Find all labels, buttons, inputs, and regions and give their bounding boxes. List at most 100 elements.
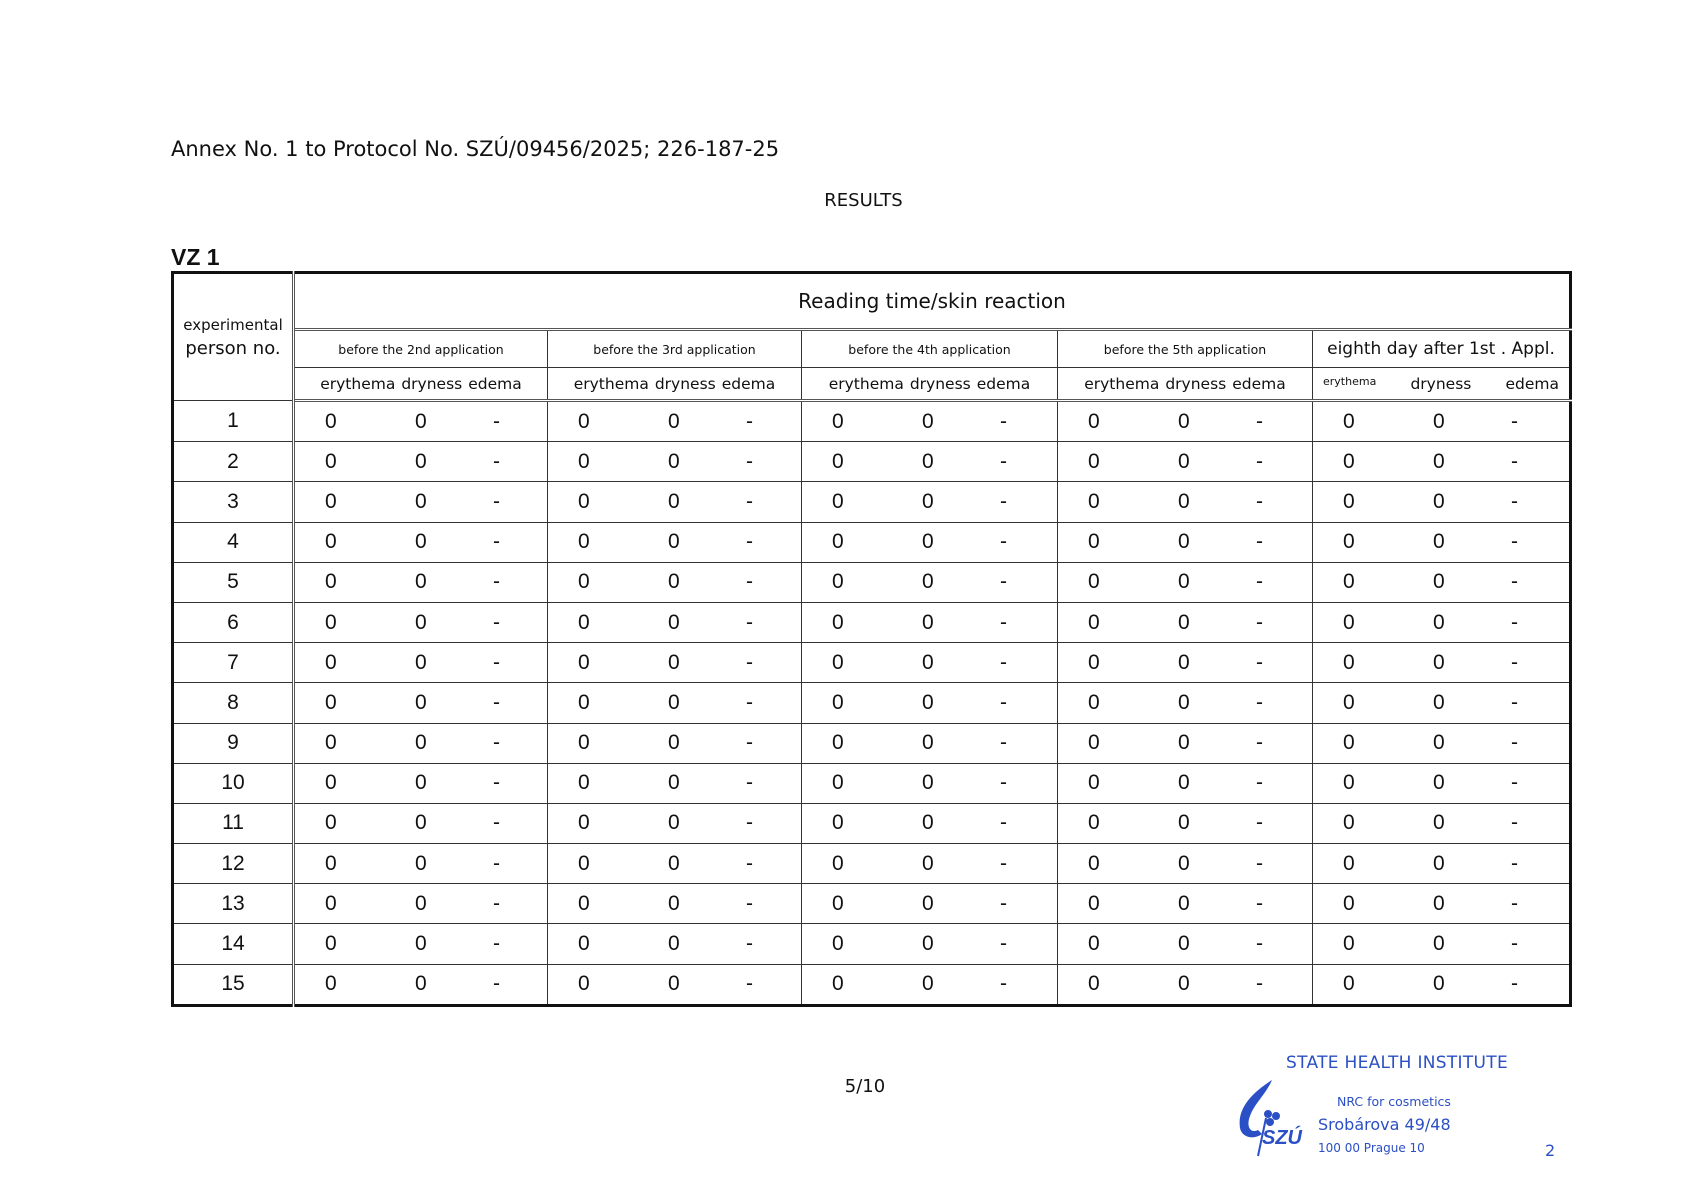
dryness-value: 0 [415, 570, 427, 594]
reading-cell: 0 0 - [547, 399, 802, 443]
edema-value: - [746, 489, 753, 513]
table-row: 6 0 0 - 0 0 - 0 0 - 0 0 - 0 0 - [172, 601, 1572, 644]
reading-cell: 0 0 - [293, 521, 548, 563]
erythema-value: 0 [1343, 690, 1355, 714]
dryness-value: 0 [1178, 771, 1190, 795]
erythema-value: 0 [1088, 851, 1100, 875]
reaction-columns-header: erythema dryness edema [293, 367, 548, 402]
edema-value: - [1256, 932, 1263, 956]
edema-value: - [493, 610, 500, 634]
dryness-value: 0 [415, 932, 427, 956]
person-number: 5 [172, 561, 295, 603]
stamp-institute: STATE HEALTH INSTITUTE [1286, 1053, 1509, 1073]
reading-cell: 0 0 - [1057, 802, 1313, 845]
reading-cell: 0 0 - [547, 682, 802, 724]
period-header: before the 2nd application [293, 329, 548, 368]
edema-value: - [746, 570, 753, 594]
edema-value: - [1511, 811, 1518, 835]
reading-cell: 0 0 - [801, 923, 1058, 965]
reading-cell: 0 0 - [293, 441, 548, 483]
edema-value: - [1256, 449, 1263, 473]
dryness-value: 0 [1433, 891, 1445, 915]
period-header: before the 5th application [1057, 329, 1313, 368]
dryness-value: 0 [1178, 409, 1190, 433]
reaction-column-label: dryness [654, 374, 716, 393]
erythema-value: 0 [1343, 449, 1355, 473]
table-row: 5 0 0 - 0 0 - 0 0 - 0 0 - 0 0 - [172, 561, 1572, 603]
reading-cell: 0 0 - [1057, 843, 1313, 885]
reading-cell: 0 0 - [547, 963, 802, 1006]
reading-cell: 0 0 - [1057, 923, 1313, 965]
edema-value: - [1511, 570, 1518, 594]
person-number: 4 [172, 521, 295, 563]
dryness-value: 0 [922, 891, 934, 915]
erythema-value: 0 [1088, 530, 1100, 554]
reaction-column-label: erythema [320, 374, 396, 393]
reading-cell: 0 0 - [1057, 601, 1313, 644]
dryness-value: 0 [415, 851, 427, 875]
edema-value: - [746, 811, 753, 835]
reading-cell: 0 0 - [293, 642, 548, 684]
erythema-value: 0 [1343, 530, 1355, 554]
reading-cell: 0 0 - [293, 682, 548, 724]
person-number: 7 [172, 642, 295, 684]
dryness-value: 0 [668, 851, 680, 875]
dryness-value: 0 [922, 530, 934, 554]
reaction-column-label: edema [1505, 374, 1560, 393]
person-header-line1: experimental [183, 315, 283, 334]
edema-value: - [1000, 530, 1007, 554]
erythema-value: 0 [578, 530, 590, 554]
dryness-value: 0 [1433, 690, 1445, 714]
erythema-value: 0 [578, 851, 590, 875]
dryness-value: 0 [415, 449, 427, 473]
erythema-value: 0 [578, 731, 590, 755]
erythema-value: 0 [1088, 972, 1100, 996]
edema-value: - [1000, 690, 1007, 714]
reading-cell: 0 0 - [547, 722, 802, 764]
dryness-value: 0 [668, 650, 680, 674]
reading-cell: 0 0 - [547, 923, 802, 965]
reaction-column-label: edema [468, 374, 522, 393]
erythema-value: 0 [1343, 489, 1355, 513]
erythema-value: 0 [832, 409, 844, 433]
dryness-value: 0 [415, 731, 427, 755]
edema-value: - [1000, 932, 1007, 956]
edema-value: - [1256, 851, 1263, 875]
edema-value: - [1256, 690, 1263, 714]
erythema-value: 0 [1343, 731, 1355, 755]
reaction-columns-header: erythema dryness edema [547, 367, 802, 402]
edema-value: - [1511, 530, 1518, 554]
edema-value: - [1511, 771, 1518, 795]
dryness-value: 0 [415, 489, 427, 513]
erythema-value: 0 [578, 690, 590, 714]
reading-cell: 0 0 - [293, 923, 548, 965]
dryness-value: 0 [1433, 811, 1445, 835]
reading-cell: 0 0 - [1057, 521, 1313, 563]
person-number: 3 [172, 481, 295, 523]
edema-value: - [746, 690, 753, 714]
dryness-value: 0 [922, 811, 934, 835]
reaction-column-label: edema [1232, 374, 1286, 393]
edema-value: - [493, 570, 500, 594]
stamp-street: Srobárova 49/48 [1318, 1115, 1451, 1134]
erythema-value: 0 [578, 650, 590, 674]
reading-cell: 0 0 - [1311, 399, 1572, 443]
reading-cell: 0 0 - [1057, 481, 1313, 523]
reading-cell: 0 0 - [801, 963, 1058, 1006]
erythema-value: 0 [1088, 811, 1100, 835]
dryness-value: 0 [668, 932, 680, 956]
erythema-value: 0 [578, 409, 590, 433]
reaction-columns-header: erythema dryness edema [1057, 367, 1313, 402]
dryness-value: 0 [415, 530, 427, 554]
dryness-value: 0 [1178, 530, 1190, 554]
edema-value: - [1256, 731, 1263, 755]
dryness-value: 0 [415, 891, 427, 915]
dryness-value: 0 [1433, 489, 1445, 513]
dryness-value: 0 [922, 771, 934, 795]
reaction-column-label: edema [721, 374, 776, 393]
dryness-value: 0 [668, 972, 680, 996]
reading-cell: 0 0 - [293, 802, 548, 845]
edema-value: - [493, 932, 500, 956]
results-table: experimental person no. Reading time/ski… [171, 271, 1573, 1007]
edema-value: - [493, 409, 500, 433]
